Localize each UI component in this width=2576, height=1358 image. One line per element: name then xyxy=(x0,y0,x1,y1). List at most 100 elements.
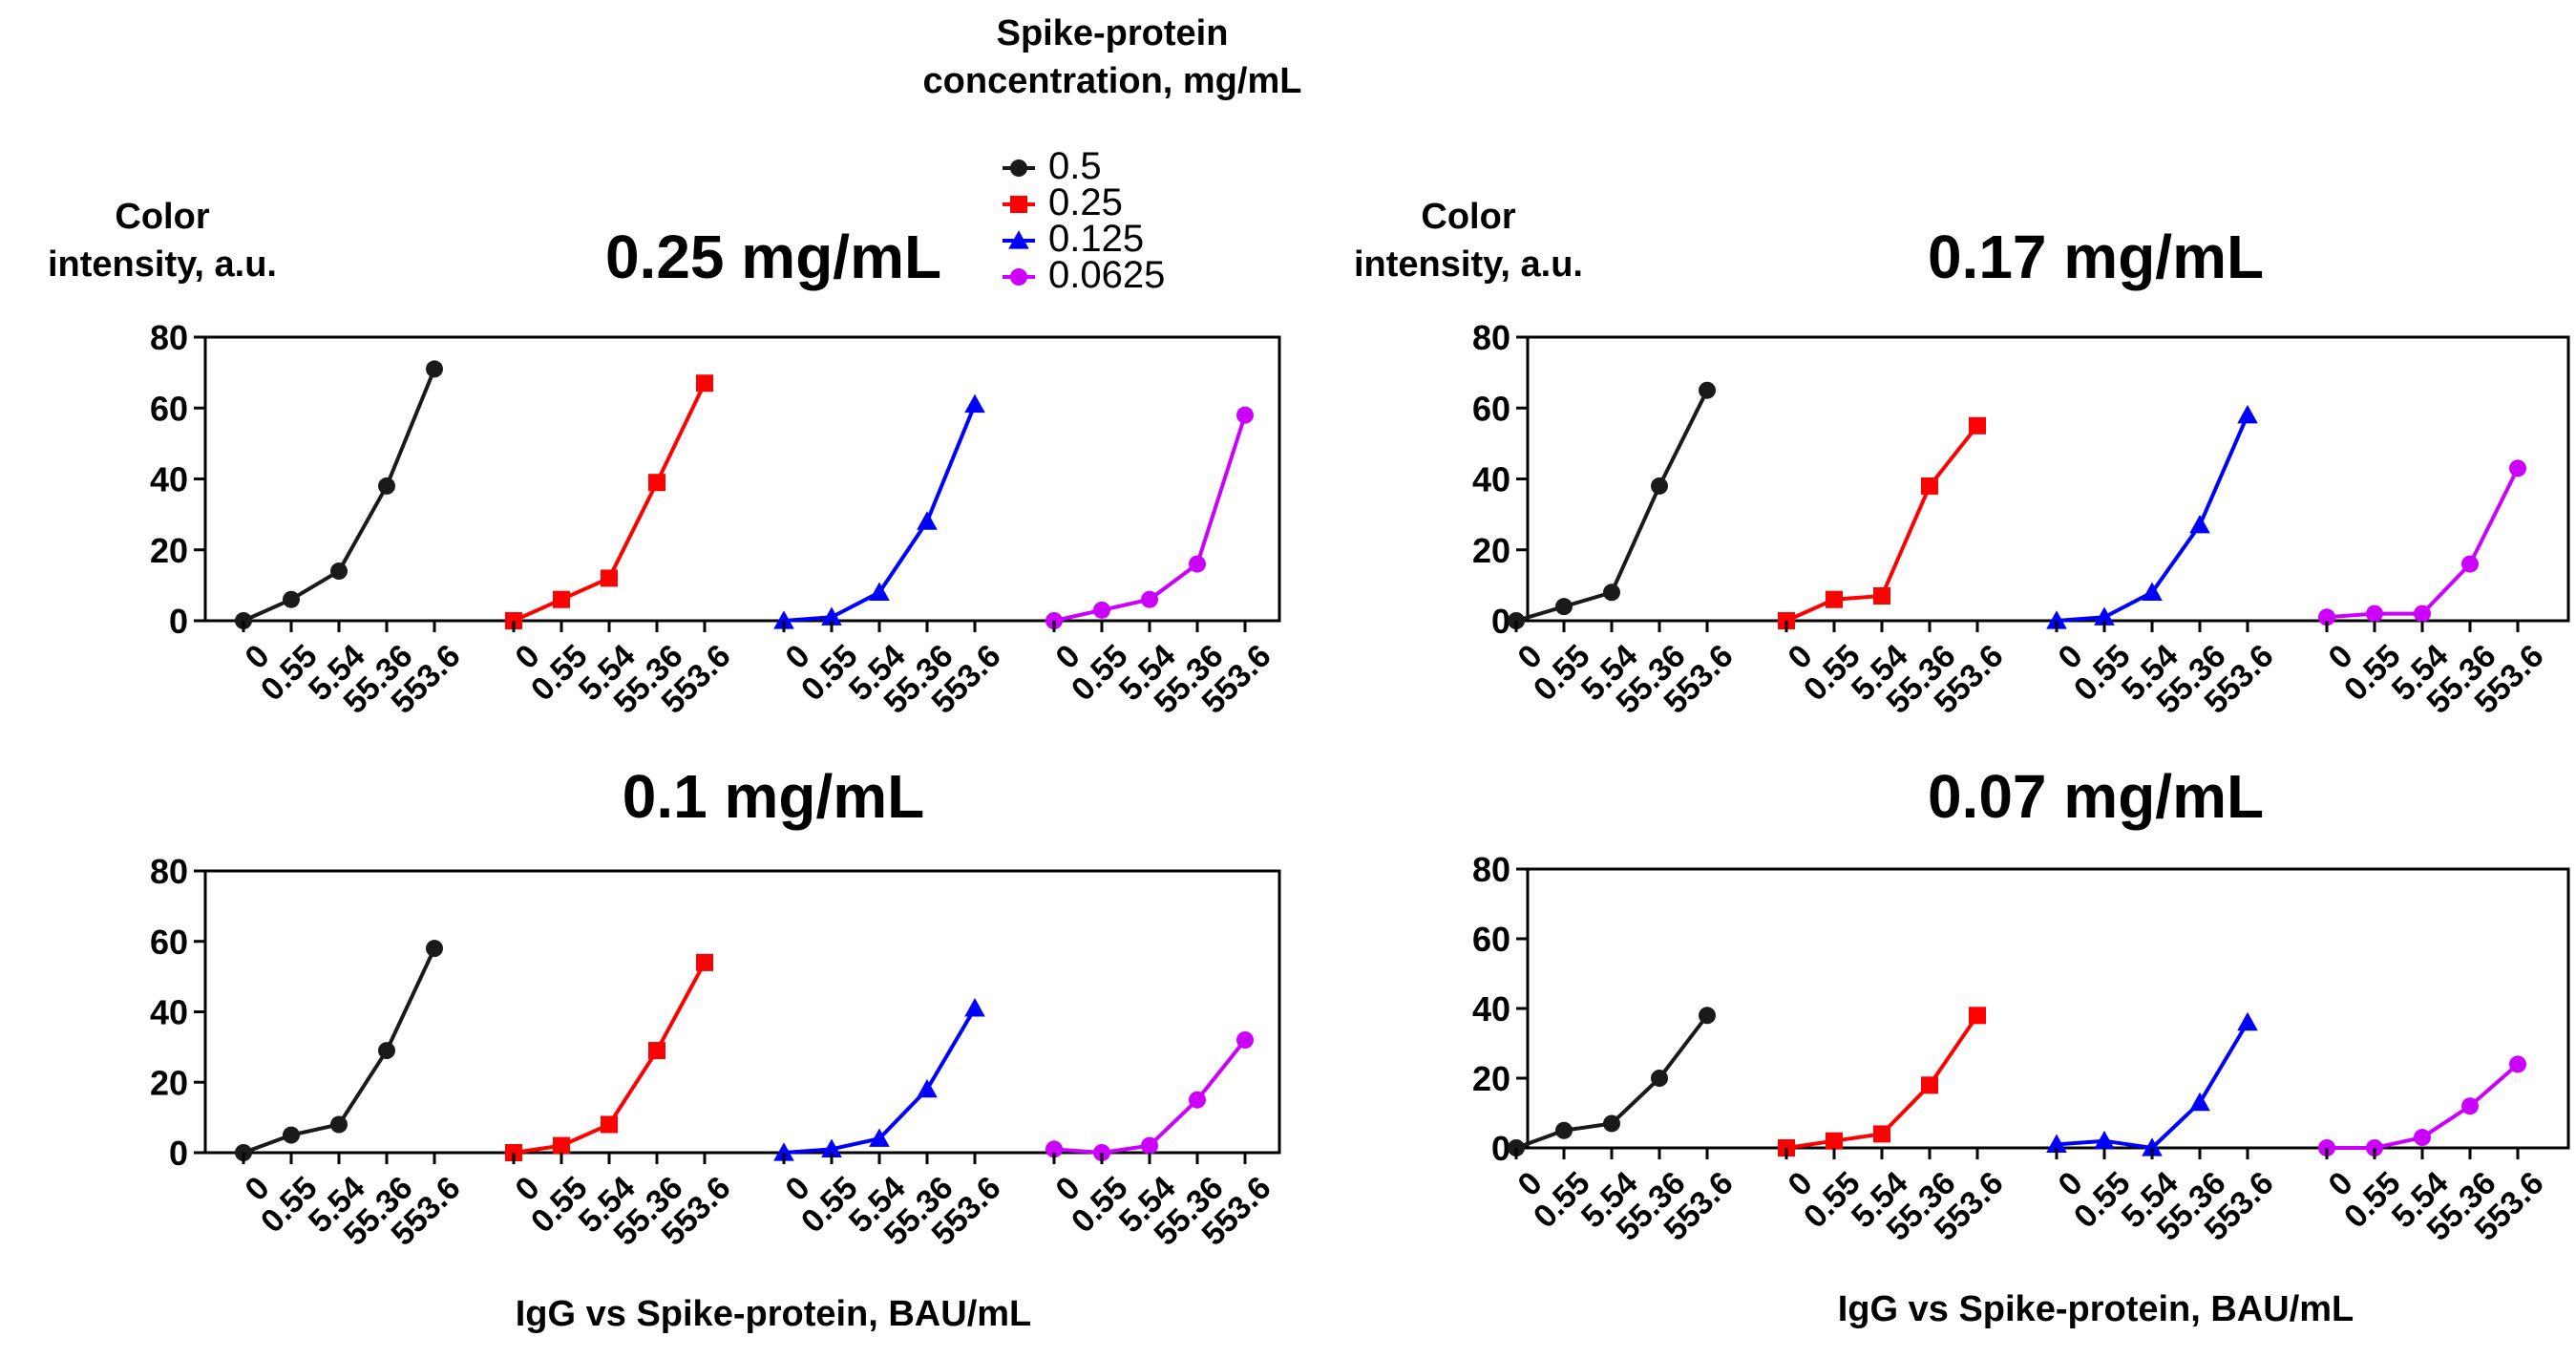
y-tick-label: 0 xyxy=(169,1134,188,1173)
data-point xyxy=(917,1078,938,1098)
y-tick-label: 60 xyxy=(1472,389,1510,428)
data-point xyxy=(821,1138,842,1157)
data-point xyxy=(773,610,794,629)
data-point xyxy=(1555,598,1573,616)
data-point xyxy=(2461,1097,2479,1115)
legend-symbol-0.0625 xyxy=(1003,268,1035,286)
y-tick-label: 0 xyxy=(169,602,188,641)
data-point xyxy=(964,998,985,1017)
data-point xyxy=(2237,1011,2258,1031)
data-point xyxy=(1873,587,1890,605)
y-tick-label: 20 xyxy=(1472,531,1510,570)
data-point xyxy=(2189,514,2210,534)
legend-label-0.25: 0.25 xyxy=(1048,181,1123,223)
y-axis-label-right: Color intensity, a.u. xyxy=(1306,193,1631,288)
y-tick-label: 20 xyxy=(150,531,188,570)
y-tick-label: 0 xyxy=(1491,1129,1510,1168)
data-point xyxy=(1699,1007,1716,1025)
data-point xyxy=(1141,1136,1158,1155)
data-point xyxy=(1969,416,1986,435)
data-point xyxy=(426,360,443,378)
y-tick-label: 80 xyxy=(150,318,188,357)
data-point xyxy=(821,606,842,626)
data-point xyxy=(773,1142,794,1161)
data-point xyxy=(2094,1130,2115,1150)
data-point xyxy=(1969,1007,1986,1025)
y-tick-label: 80 xyxy=(1472,318,1510,357)
data-point xyxy=(378,1042,395,1060)
data-point xyxy=(2046,610,2067,629)
legend-symbol-0.25 xyxy=(1003,196,1035,213)
data-point xyxy=(553,590,570,608)
data-point xyxy=(1093,601,1110,619)
legend-marker xyxy=(1010,268,1027,286)
y-axis-label-line1: Color xyxy=(115,197,210,237)
data-point xyxy=(696,953,713,971)
data-point xyxy=(1651,1070,1668,1087)
data-point xyxy=(283,1126,300,1144)
legend-label-0.125: 0.125 xyxy=(1048,218,1145,260)
data-point xyxy=(869,1128,890,1147)
y-tick-label: 60 xyxy=(150,923,188,962)
y-tick-label: 80 xyxy=(1472,850,1510,889)
y-tick-label: 40 xyxy=(1472,989,1510,1029)
data-point xyxy=(2366,605,2383,623)
y-tick-label: 20 xyxy=(1472,1059,1510,1098)
y-axis-label-line2: intensity, a.u. xyxy=(47,244,277,285)
legend-symbol-0.5 xyxy=(1003,159,1035,177)
y-tick-label: 20 xyxy=(150,1063,188,1102)
data-point xyxy=(330,562,348,581)
data-point xyxy=(1699,381,1716,399)
y-tick-label: 60 xyxy=(1472,920,1510,959)
data-point xyxy=(2142,582,2163,601)
data-point xyxy=(2142,1137,2163,1156)
x-axis-label-left: IgG vs Spike-protein, BAU/mL xyxy=(515,1294,1032,1334)
data-point xyxy=(1189,1091,1206,1109)
data-point xyxy=(1826,1132,1843,1150)
y-axis-label-line1: Color xyxy=(1421,197,1516,237)
data-point xyxy=(696,374,713,393)
data-point xyxy=(2414,605,2431,623)
legend-label-0.5: 0.5 xyxy=(1048,145,1102,187)
data-point xyxy=(1189,555,1206,573)
legend-marker xyxy=(1008,230,1029,249)
data-point xyxy=(2461,555,2479,573)
legend-symbol-0.125 xyxy=(1003,230,1035,249)
data-point xyxy=(2414,1129,2431,1147)
data-point xyxy=(1555,1121,1573,1139)
panel-title-bottom-right: 0.07 mg/mL xyxy=(1927,762,2265,831)
legend-title-line1: Spike-protein xyxy=(996,13,1229,53)
legend-title: Spike-protein concentration, mg/mL xyxy=(864,10,1361,105)
data-point xyxy=(1873,1125,1890,1143)
panel-title-bottom-left: 0.1 mg/mL xyxy=(622,762,925,831)
legend-marker xyxy=(1010,196,1027,213)
data-point xyxy=(426,940,443,958)
data-point xyxy=(1141,590,1158,608)
data-point xyxy=(1045,1140,1063,1158)
y-tick-label: 80 xyxy=(150,852,188,891)
data-point xyxy=(2509,1055,2526,1073)
data-point xyxy=(648,1042,665,1060)
data-point xyxy=(964,393,985,414)
data-point xyxy=(1826,590,1843,608)
y-tick-label: 40 xyxy=(150,460,188,499)
data-point xyxy=(1236,1031,1254,1049)
x-axis-label-right: IgG vs Spike-protein, BAU/mL xyxy=(1837,1289,2354,1329)
y-tick-label: 0 xyxy=(1491,602,1510,641)
data-point xyxy=(283,590,300,608)
data-point xyxy=(2094,606,2115,626)
data-point xyxy=(648,474,665,492)
legend-title-line2: concentration, mg/mL xyxy=(922,61,1302,101)
data-point xyxy=(1651,477,1668,495)
data-point xyxy=(601,1115,618,1134)
data-point xyxy=(869,582,890,601)
legend-marker xyxy=(1010,159,1027,177)
y-axis-label-left: Color intensity, a.u. xyxy=(0,193,325,288)
data-point xyxy=(1603,584,1620,602)
data-point xyxy=(1921,477,1938,495)
data-point xyxy=(378,477,395,495)
data-point xyxy=(2318,608,2335,626)
y-tick-label: 40 xyxy=(150,993,188,1032)
